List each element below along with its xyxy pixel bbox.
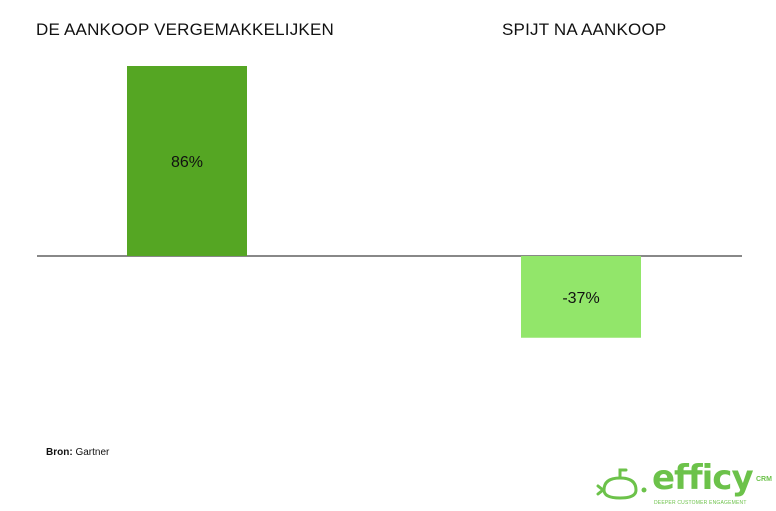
category-title-right: SPIJT NA AANKOOP bbox=[502, 20, 667, 39]
submarine-icon bbox=[596, 468, 647, 500]
source-text: Gartner bbox=[75, 447, 110, 458]
source-note: Bron: Gartner bbox=[46, 447, 109, 458]
bar-label-1: 86% bbox=[171, 154, 203, 171]
source-label: Bron: bbox=[46, 447, 73, 458]
logo-crm: CRM bbox=[756, 476, 772, 483]
bar-2 bbox=[521, 256, 641, 338]
logo-wordmark: efficy bbox=[652, 458, 754, 498]
category-title-left: DE AANKOOP VERGEMAKKELIJKEN bbox=[36, 20, 334, 39]
efficy-logo: efficy CRM DEEPER CUSTOMER ENGAGEMENT bbox=[596, 458, 772, 508]
bar-label-2: -37% bbox=[562, 290, 599, 307]
bar-1 bbox=[127, 66, 247, 256]
logo-tagline: DEEPER CUSTOMER ENGAGEMENT bbox=[654, 500, 747, 506]
